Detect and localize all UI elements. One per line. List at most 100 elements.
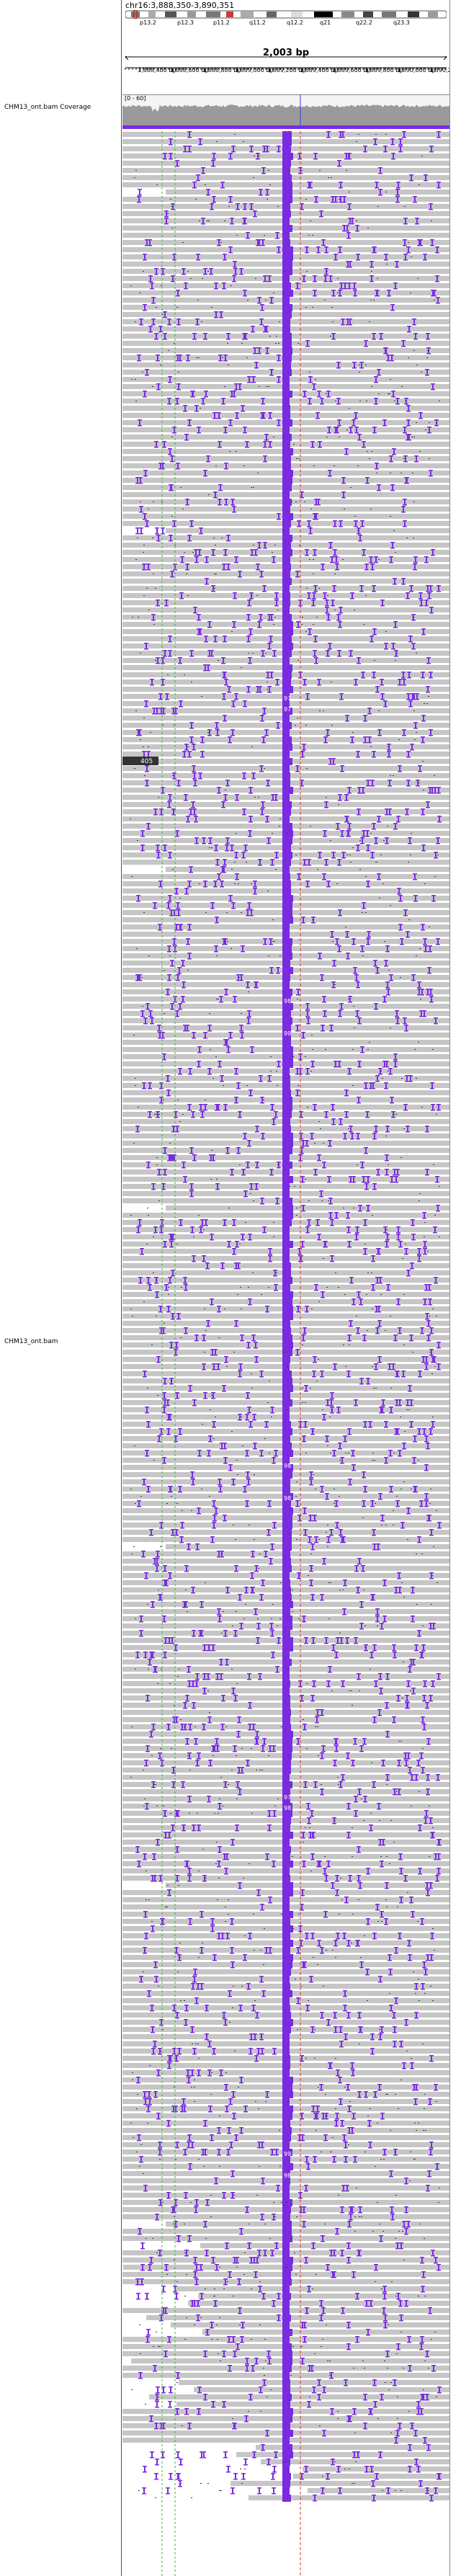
coverage-histogram[interactable] (122, 94, 449, 129)
insertion-marker (397, 1169, 398, 1175)
deletion-mark (284, 271, 285, 272)
deletion-mark (327, 595, 328, 596)
deletion-mark (385, 134, 387, 135)
insertion-cap (275, 685, 279, 686)
insertion-marker (407, 434, 408, 440)
insertion-marker (245, 1190, 246, 1197)
insertion-cap (317, 685, 321, 686)
insertion-marker (386, 1169, 388, 1175)
insertion-cap (218, 355, 223, 356)
insertion-marker (359, 787, 360, 793)
insertion-marker (410, 1075, 411, 1082)
insertion-cap (413, 873, 417, 875)
insertion-cap (398, 765, 402, 767)
ruler[interactable] (124, 56, 448, 78)
insertion-cap (411, 649, 416, 650)
alignment-track-label[interactable]: CHM13_ont.bam (4, 1338, 58, 1345)
insertion-cap (300, 1147, 304, 1149)
insertion-cap (162, 441, 166, 442)
insertion-cap (394, 1176, 398, 1177)
insertion-marker (374, 427, 375, 433)
insertion-cap (428, 951, 432, 953)
insertion-column (282, 859, 291, 866)
tick-label: 3,890,200 bp (429, 67, 461, 73)
insertion-marker (390, 455, 392, 462)
insertion-marker (352, 592, 353, 599)
insertion-cap (408, 700, 413, 702)
insertion-cap (266, 677, 270, 679)
insertion-column (282, 196, 292, 203)
insertion-cap (346, 1226, 351, 1228)
insertion-marker (189, 751, 190, 757)
insertion-cap (324, 274, 328, 275)
insertion-cap (362, 1334, 367, 1336)
insertion-cap (246, 1167, 250, 1169)
insertion-marker (310, 527, 311, 534)
insertion-cap (247, 1407, 251, 1408)
insertion-marker (189, 1068, 191, 1074)
insertion-cap (214, 317, 218, 318)
insertion-marker (200, 1226, 202, 1233)
insertion-cap (211, 1392, 215, 1394)
insertion-marker (226, 844, 228, 851)
insertion-cap (426, 353, 431, 355)
insertion-cap (222, 282, 226, 284)
insertion-cap (301, 1038, 305, 1039)
alignment-track[interactable]: 405 97 97 98 99 98 98 97 98 99 98 (122, 131, 449, 2576)
insertion-cap (192, 1255, 196, 1257)
insertion-marker (391, 1097, 393, 1103)
insertion-marker (212, 549, 214, 556)
insertion-cap (379, 339, 383, 340)
insertion-marker (408, 780, 409, 786)
insertion-cap (211, 591, 215, 592)
insertion-cap (265, 816, 269, 817)
insertion-marker (385, 146, 386, 152)
insertion-marker (403, 506, 404, 512)
insertion-cap (184, 1284, 188, 1285)
insertion-cap (211, 549, 215, 551)
insertion-cap (384, 649, 388, 650)
insertion-cap (172, 938, 176, 940)
insertion-cap (420, 1327, 424, 1329)
insertion-cap (432, 1362, 437, 1363)
insertion-cap (411, 974, 416, 976)
coverage-track[interactable]: [0 - 60] (122, 94, 449, 129)
insertion-marker (146, 700, 147, 707)
insertion-cap (225, 844, 229, 846)
deletion-mark (270, 1056, 272, 1057)
insertion-marker (173, 808, 174, 815)
insertion-marker (373, 333, 375, 339)
insertion-marker (178, 780, 179, 786)
insertion-cap (223, 259, 227, 261)
insertion-cap (158, 1032, 162, 1033)
coverage-track-label[interactable]: CHM13_ont.bam Coverage (4, 104, 91, 111)
insertion-cap (305, 1003, 310, 1004)
insertion-cap (383, 1232, 388, 1234)
insertion-cap (411, 980, 416, 981)
insertion-cap (171, 209, 175, 210)
insertion-cap (429, 729, 433, 731)
insertion-cap (311, 600, 315, 601)
insertion-marker (359, 1205, 361, 1211)
insertion-cap (191, 1111, 195, 1113)
insertion-cap (238, 1363, 243, 1365)
insertion-cap (313, 1175, 318, 1176)
insertion-cap (161, 679, 165, 680)
insertion-cap (265, 1306, 269, 1307)
insertion-cap (313, 519, 317, 520)
chromosome-ideogram[interactable] (125, 10, 447, 19)
insertion-cap (197, 634, 201, 636)
insertion-cap (312, 1376, 316, 1378)
insertion-marker (382, 1399, 384, 1406)
insertion-cap (136, 980, 140, 981)
insertion-cap (160, 1219, 164, 1221)
insertion-cap (259, 1075, 263, 1077)
insertion-cap (347, 282, 352, 284)
insertion-cap (377, 729, 382, 731)
insertion-cap (333, 555, 337, 556)
insertion-cap (390, 1176, 394, 1177)
insertion-marker (227, 837, 228, 844)
insertion-cap (209, 274, 213, 275)
insertion-cap (404, 1254, 408, 1255)
